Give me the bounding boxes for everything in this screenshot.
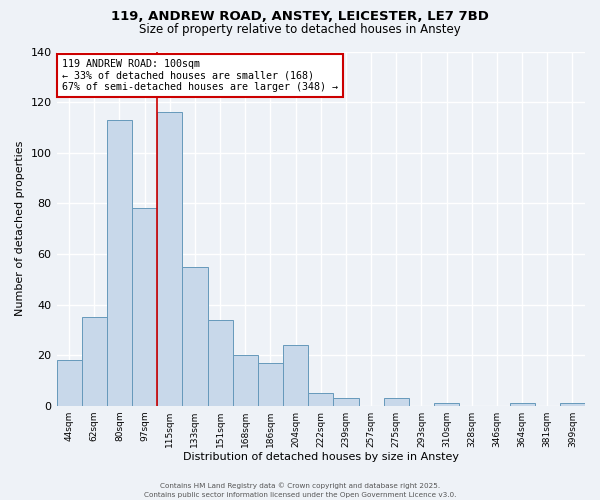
Bar [132,208,157,406]
Bar [560,403,585,406]
Bar [208,320,233,406]
Text: 119 ANDREW ROAD: 100sqm
← 33% of detached houses are smaller (168)
67% of semi-d: 119 ANDREW ROAD: 100sqm ← 33% of detache… [62,58,338,92]
Bar [509,403,535,406]
Bar [233,355,258,406]
Bar [383,398,409,406]
Text: 119, ANDREW ROAD, ANSTEY, LEICESTER, LE7 7BD: 119, ANDREW ROAD, ANSTEY, LEICESTER, LE7… [111,10,489,23]
Bar [308,393,334,406]
Bar [157,112,182,406]
Text: Contains public sector information licensed under the Open Government Licence v3: Contains public sector information licen… [144,492,456,498]
Bar [107,120,132,406]
X-axis label: Distribution of detached houses by size in Anstey: Distribution of detached houses by size … [183,452,459,462]
Bar [434,403,459,406]
Bar [182,266,208,406]
Bar [82,317,107,406]
Bar [334,398,359,406]
Y-axis label: Number of detached properties: Number of detached properties [15,141,25,316]
Bar [283,345,308,406]
Bar [258,362,283,406]
Text: Contains HM Land Registry data © Crown copyright and database right 2025.: Contains HM Land Registry data © Crown c… [160,482,440,489]
Text: Size of property relative to detached houses in Anstey: Size of property relative to detached ho… [139,22,461,36]
Bar [56,360,82,406]
